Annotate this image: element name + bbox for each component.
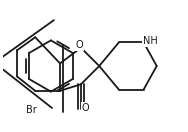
Text: O: O xyxy=(82,103,89,113)
Text: O: O xyxy=(76,40,83,50)
Text: Br: Br xyxy=(26,105,37,115)
Text: NH: NH xyxy=(143,36,158,46)
